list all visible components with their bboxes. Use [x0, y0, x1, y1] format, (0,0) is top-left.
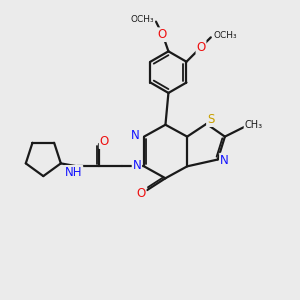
Text: O: O — [196, 41, 206, 54]
Text: O: O — [136, 187, 146, 200]
Text: N: N — [133, 159, 141, 172]
Text: O: O — [100, 135, 109, 148]
Text: OCH₃: OCH₃ — [131, 15, 154, 24]
Text: S: S — [207, 113, 214, 126]
Text: N: N — [131, 129, 140, 142]
Text: O: O — [157, 28, 166, 41]
Text: N: N — [220, 154, 229, 166]
Text: CH₃: CH₃ — [244, 120, 262, 130]
Text: NH: NH — [65, 166, 82, 179]
Text: OCH₃: OCH₃ — [214, 32, 237, 40]
